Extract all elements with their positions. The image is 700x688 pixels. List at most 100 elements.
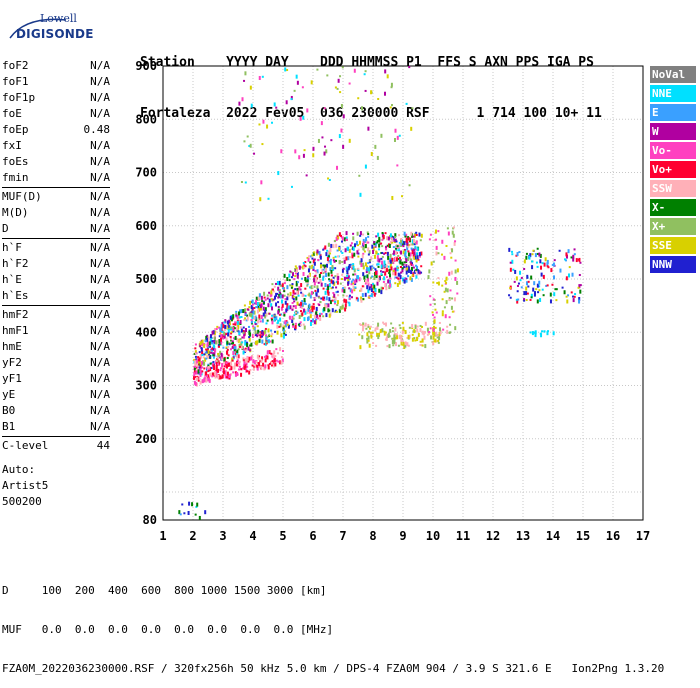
echo-point [286, 306, 289, 311]
echo-point [188, 501, 191, 506]
echo-point [255, 360, 258, 363]
echo-point [514, 269, 517, 274]
echo-point [330, 279, 333, 284]
echo-point [230, 317, 233, 322]
echo-point [251, 364, 254, 367]
echo-point [324, 264, 327, 269]
echo-point [389, 106, 392, 109]
echo-point [292, 323, 295, 328]
echo-point [418, 252, 421, 257]
echo-point [300, 301, 303, 306]
echo-point [209, 356, 212, 359]
echo-point [320, 121, 323, 126]
echo-point [364, 244, 367, 249]
echo-point [203, 361, 206, 366]
echo-point [244, 347, 247, 350]
echo-point [242, 329, 245, 332]
echo-point [392, 245, 395, 248]
echo-point [352, 273, 355, 276]
echo-point [280, 299, 283, 304]
echo-point [264, 364, 267, 369]
echo-point [324, 245, 327, 250]
echo-point [406, 246, 409, 251]
echo-point [332, 276, 335, 279]
echo-point [343, 298, 346, 303]
echo-point [351, 248, 354, 251]
echo-point [525, 255, 528, 260]
echo-point [250, 342, 253, 347]
echo-point [419, 344, 422, 347]
echo-point [283, 290, 286, 293]
echo-point [286, 296, 289, 301]
echo-point [427, 330, 430, 333]
echo-point [300, 283, 303, 288]
echo-point [393, 339, 396, 344]
echo-point [407, 256, 410, 261]
echo-point [540, 333, 543, 338]
echo-point [281, 283, 284, 288]
echo-point [350, 283, 353, 286]
echo-point [546, 259, 549, 264]
echo-point [211, 340, 214, 345]
echo-point [454, 240, 457, 243]
echo-point [304, 303, 307, 306]
echo-point [411, 233, 414, 238]
echo-point [266, 355, 269, 360]
echo-point [312, 303, 315, 306]
echo-point [243, 332, 246, 337]
echo-point [407, 236, 410, 241]
echo-point [300, 277, 303, 280]
echo-point [290, 271, 293, 274]
echo-point [452, 226, 455, 229]
echo-point [195, 369, 198, 372]
echo-point [437, 252, 440, 255]
echo-point [228, 368, 231, 371]
echo-point [218, 338, 221, 343]
echo-point [205, 371, 208, 376]
param-value: N/A [90, 107, 110, 120]
echo-point [357, 297, 360, 302]
param-name: foE [2, 107, 22, 120]
echo-point [271, 314, 274, 317]
footer-row3: FZA0M_2022036230000.RSF / 320fx256h 50 k… [2, 662, 665, 675]
echo-point [277, 360, 280, 363]
echo-point [198, 357, 201, 362]
echo-point [294, 149, 297, 154]
echo-point [262, 331, 265, 336]
echo-point [392, 271, 395, 276]
echo-point [280, 149, 283, 154]
param-separator [2, 436, 110, 437]
echo-point [322, 275, 325, 278]
echo-point [225, 376, 228, 379]
echo-point [320, 282, 323, 287]
echo-point [407, 250, 410, 253]
echo-point [283, 273, 286, 278]
echo-point [388, 243, 391, 248]
echo-point [454, 326, 457, 331]
echo-point [291, 307, 294, 310]
echo-point [449, 289, 452, 292]
echo-point [226, 320, 229, 325]
echo-point [316, 317, 319, 320]
echo-point [317, 258, 320, 261]
echo-point [382, 270, 385, 273]
echo-point [353, 289, 356, 292]
echo-point [209, 367, 212, 372]
echo-point [242, 367, 245, 370]
echo-point [381, 232, 384, 235]
echo-point [304, 287, 307, 290]
echo-point [201, 350, 204, 355]
x-tick-label: 15 [576, 529, 590, 543]
echo-point [399, 266, 402, 269]
echo-point [268, 334, 271, 337]
echo-point [386, 74, 389, 79]
echo-point [232, 351, 235, 356]
echo-point [394, 238, 397, 241]
param-value: N/A [90, 340, 110, 353]
echo-point [344, 303, 347, 308]
echo-point [298, 314, 301, 319]
echo-point [512, 268, 515, 271]
echo-point [243, 304, 246, 307]
echo-point [213, 330, 216, 335]
echo-point [328, 283, 331, 288]
